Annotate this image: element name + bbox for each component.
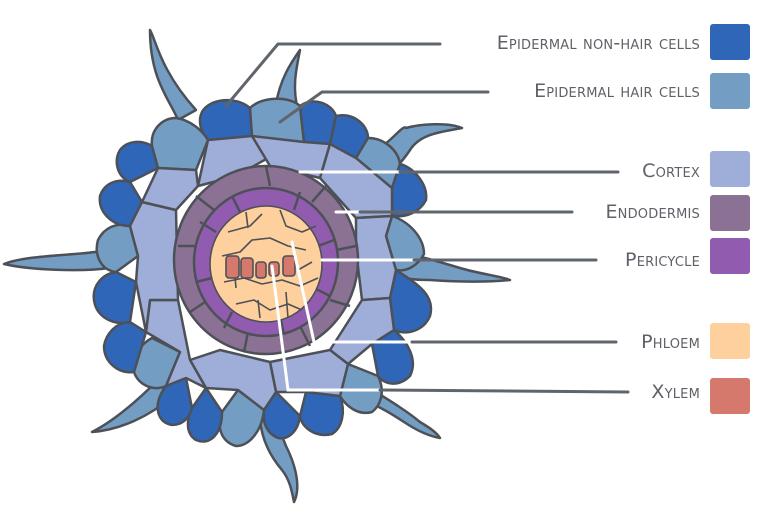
leader-phloem — [290, 240, 414, 344]
swatch-phloem — [710, 323, 750, 359]
leader-epidermal-hair — [278, 90, 490, 124]
root-hair-top — [148, 28, 198, 122]
swatch-epidermal-non-hair — [710, 24, 750, 60]
epidermal-cell — [186, 386, 224, 443]
leader-lines — [224, 42, 630, 394]
label-epidermal-non-hair: Epidermal non-hair cells — [496, 32, 700, 54]
root-hairs — [2, 28, 512, 504]
label-pericycle: Pericycle — [625, 249, 700, 271]
epidermal-cell — [115, 140, 160, 184]
label-epidermal-hair: Epidermal hair cells — [534, 80, 700, 102]
epidermal-cell — [92, 270, 138, 325]
root-hair-bottom-left — [90, 378, 172, 434]
label-cortex: Cortex — [642, 160, 700, 182]
swatch-epidermal-hair — [710, 73, 750, 109]
label-endodermis: Endodermis — [605, 201, 700, 223]
swatch-pericycle — [710, 238, 750, 274]
label-xylem: Xylem — [651, 381, 700, 403]
leader-xylem-out — [378, 388, 630, 394]
epidermal-cell — [388, 268, 433, 334]
leader-xylem — [270, 264, 382, 392]
swatch-endodermis — [710, 195, 750, 231]
swatch-cortex — [710, 151, 750, 187]
root-hair-bottom-right — [370, 390, 442, 440]
swatch-xylem — [710, 378, 750, 414]
label-phloem: Phloem — [641, 331, 700, 353]
root-hair-top-mid — [274, 48, 302, 112]
leader-epidermal-non-hair — [224, 42, 442, 108]
epidermal-cell — [298, 390, 344, 437]
root-hair-right-top — [378, 123, 464, 174]
epidermal-cell — [156, 376, 194, 427]
root-hair-left — [2, 248, 112, 272]
cortex — [128, 134, 398, 412]
